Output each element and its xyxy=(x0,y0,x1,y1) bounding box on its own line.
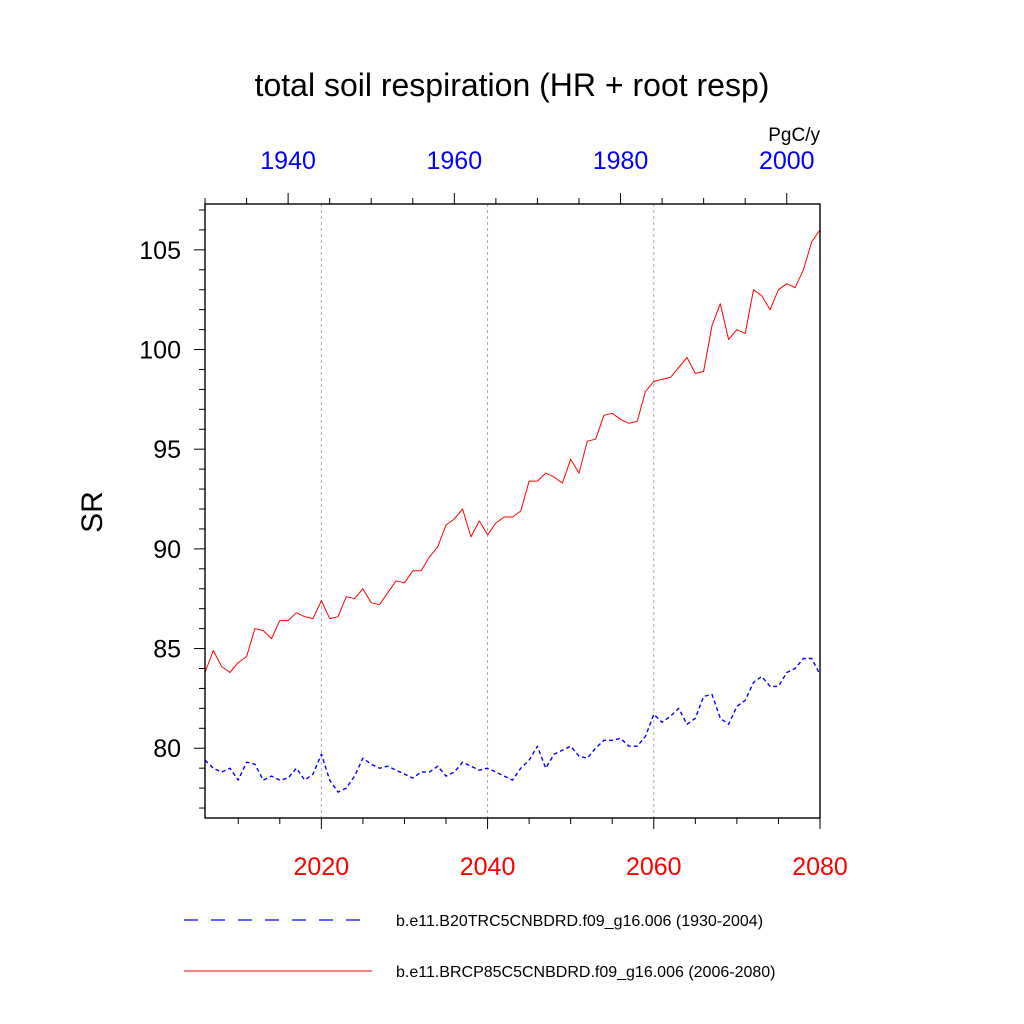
x-top-tick-label-2000: 2000 xyxy=(759,147,815,175)
units-label: PgC/y xyxy=(768,125,820,146)
series-line-historical xyxy=(204,657,821,793)
x-bottom-tick-label-2060: 2060 xyxy=(626,853,682,881)
y-tick-label-105: 105 xyxy=(139,237,181,265)
x-top-tick-label-1980: 1980 xyxy=(593,147,649,175)
chart-title: total soil respiration (HR + root resp) xyxy=(255,67,770,103)
legend-label-historical: b.e11.B20TRC5CNBDRD.f09_g16.006 (1930-20… xyxy=(396,913,763,930)
axis-ticks xyxy=(194,193,821,829)
y-tick-label-100: 100 xyxy=(139,337,181,365)
x-bottom-tick-label-2080: 2080 xyxy=(792,853,848,881)
x-top-tick-label-1940: 1940 xyxy=(260,147,316,175)
y-tick-label-95: 95 xyxy=(153,436,181,464)
y-axis-label: SR xyxy=(76,491,109,533)
y-tick-label-85: 85 xyxy=(153,636,181,664)
x-bottom-tick-label-2020: 2020 xyxy=(294,853,350,881)
legend-label-rcp85: b.e11.BRCP85C5CNBDRD.f09_g16.006 (2006-2… xyxy=(396,964,775,981)
series-line-rcp85 xyxy=(204,229,821,673)
series-lines xyxy=(204,229,821,793)
plot-frame xyxy=(204,203,821,819)
legend: b.e11.B20TRC5CNBDRD.f09_g16.006 (1930-20… xyxy=(184,913,775,981)
tick-labels: 80 85 90 95 100 105 2020 2040 2060 2080 1940 1960 19… xyxy=(139,147,848,881)
x-bottom-tick-label-2040: 2040 xyxy=(460,853,516,881)
gridlines xyxy=(320,204,655,818)
y-tick-label-90: 90 xyxy=(153,536,181,564)
x-top-tick-label-1960: 1960 xyxy=(427,147,483,175)
y-tick-label-80: 80 xyxy=(153,735,181,763)
